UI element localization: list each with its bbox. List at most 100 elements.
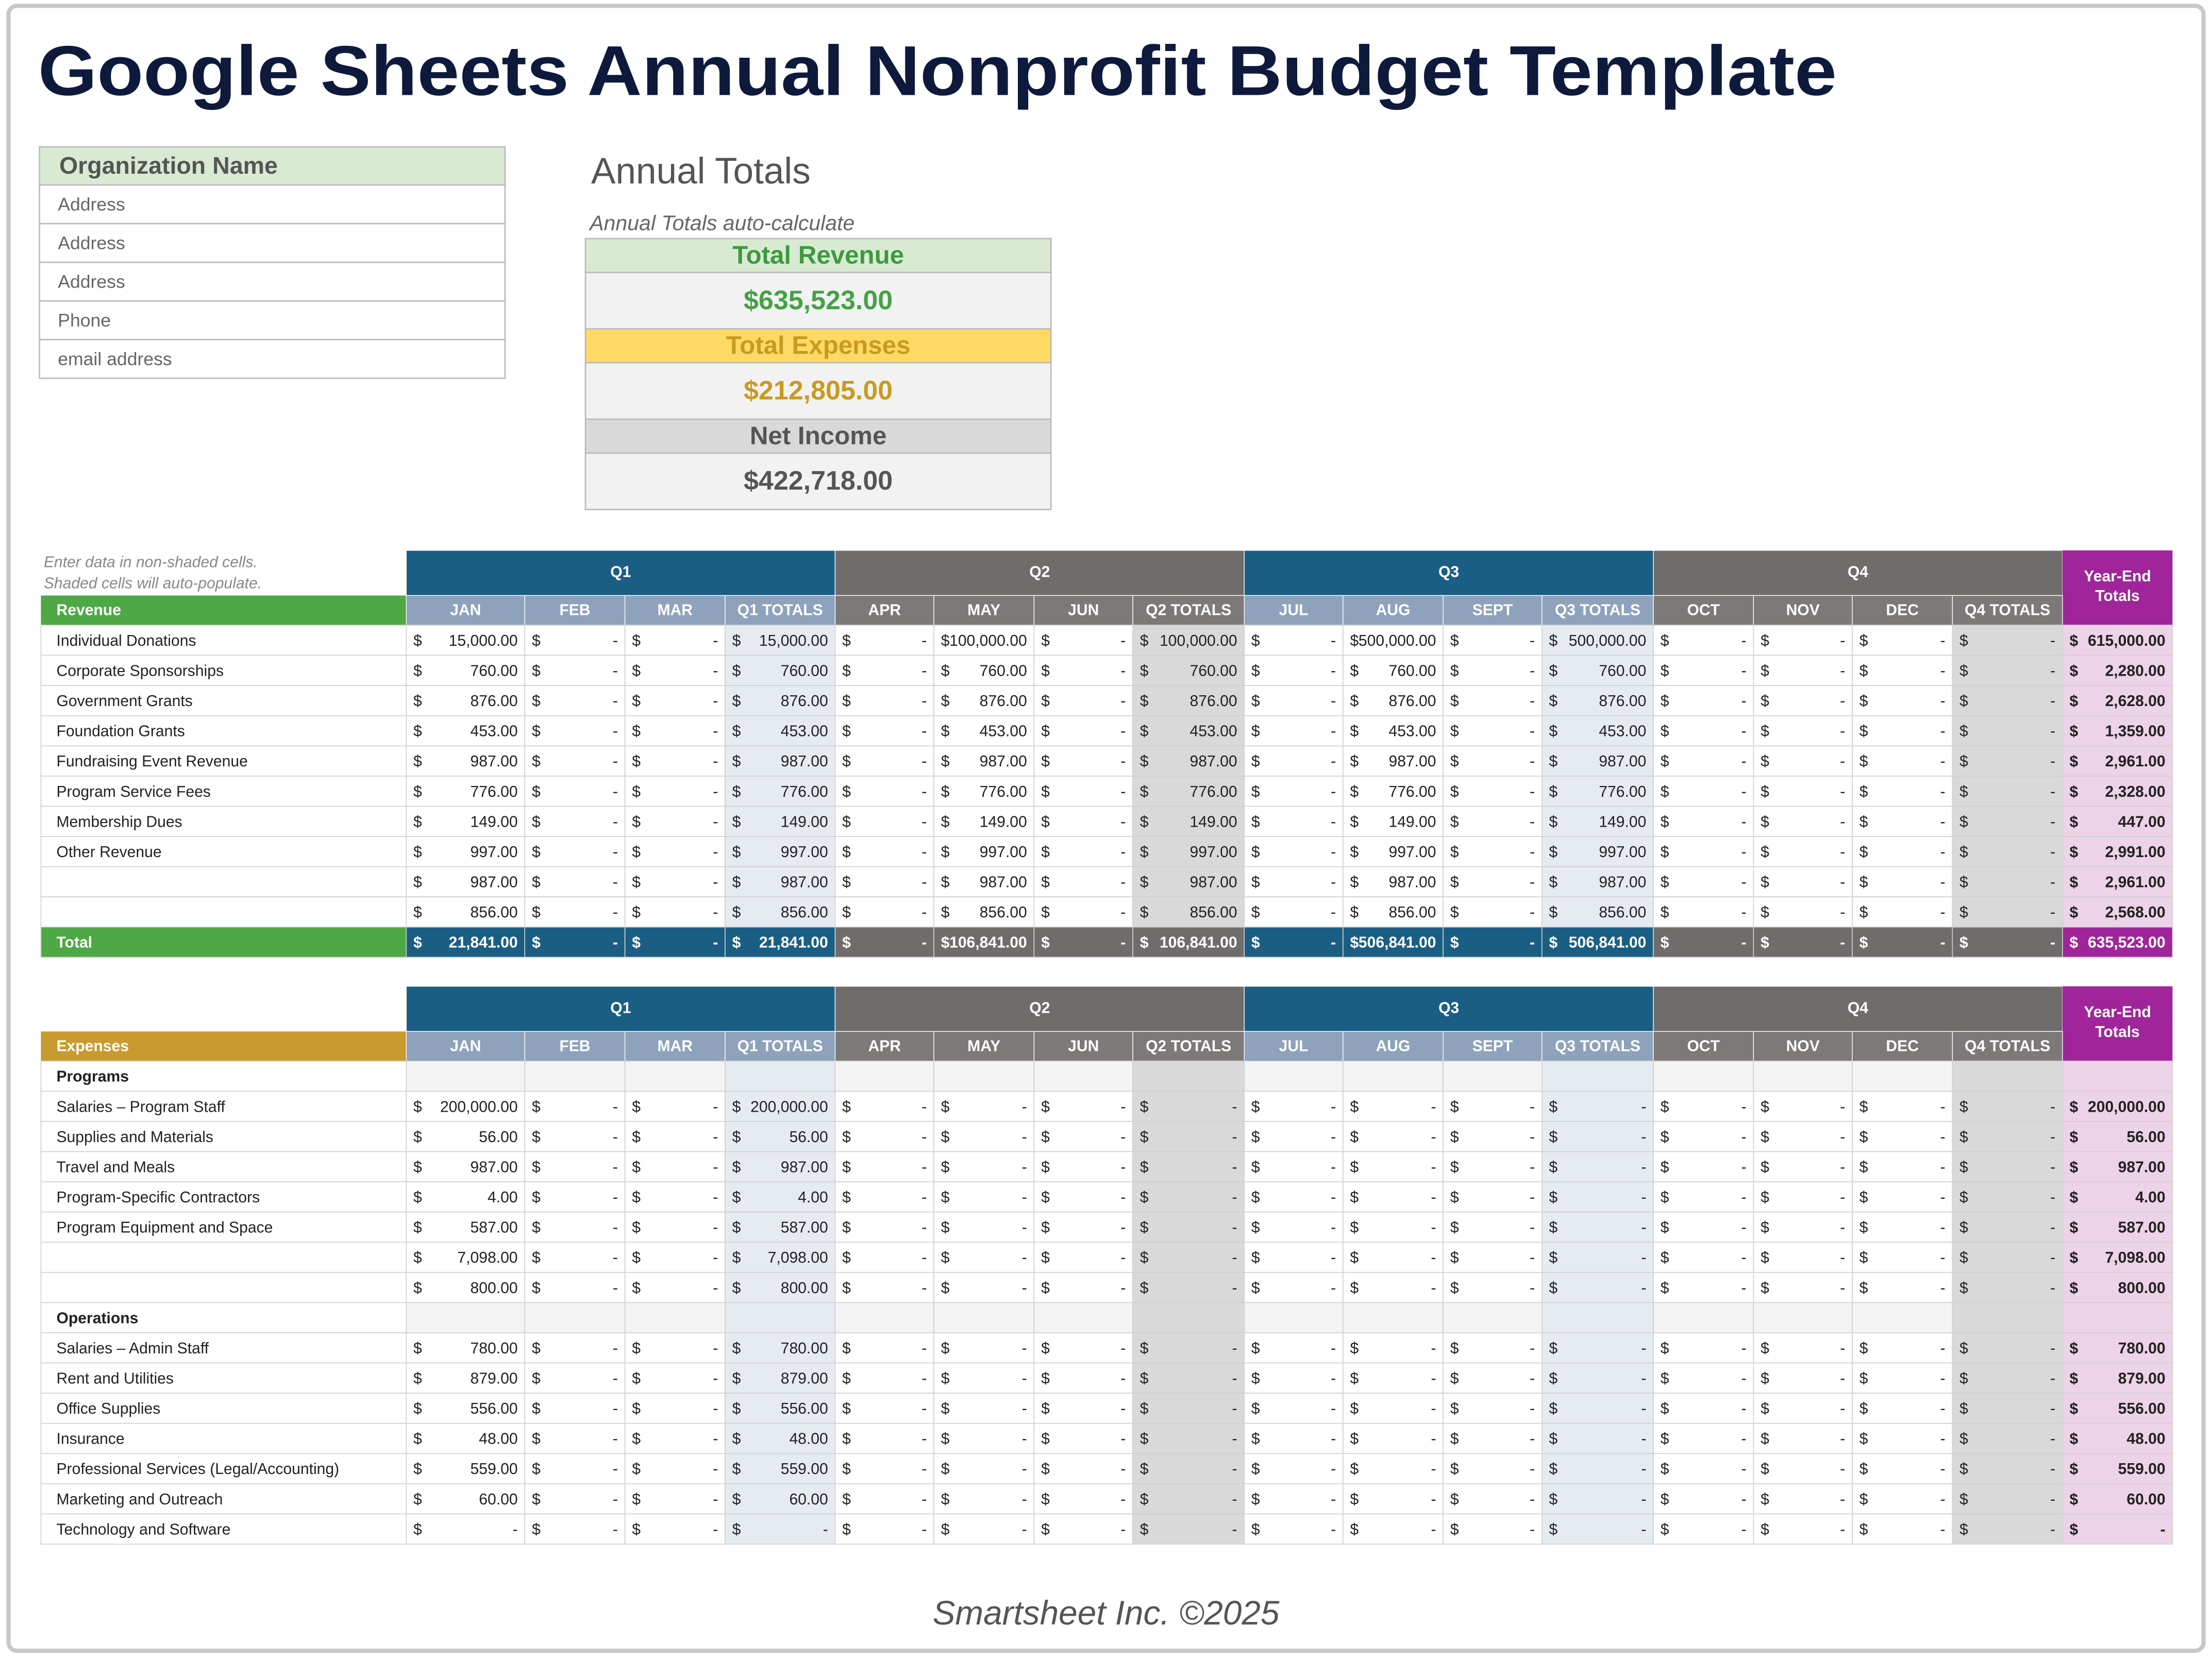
column-header — [1132, 595, 1245, 626]
currency-sign: $ — [1450, 1249, 1459, 1266]
cell-value: - — [1840, 1249, 1845, 1266]
currency-sign: $ — [1959, 1431, 1968, 1448]
row-label: Membership Dues — [56, 813, 182, 830]
cell-value: - — [1431, 1400, 1436, 1417]
currency-sign: $ — [1041, 1521, 1050, 1538]
cell-value: - — [1940, 1159, 1946, 1176]
cell-value: - — [713, 1280, 718, 1297]
cell — [624, 866, 726, 897]
currency-sign: $ — [1140, 1461, 1149, 1478]
currency-sign: $ — [1549, 1098, 1557, 1115]
cell — [933, 1483, 1035, 1515]
cell-value: - — [2050, 1491, 2055, 1508]
cell-value: 780.00 — [2118, 1340, 2166, 1357]
cell — [1753, 866, 1853, 897]
cell — [1753, 1302, 1853, 1333]
cell-value: - — [613, 1159, 618, 1176]
cell-value: - — [1331, 904, 1336, 921]
cell — [1443, 1151, 1543, 1182]
currency-sign: $ — [1761, 1521, 1769, 1538]
cell-value: 776.00 — [781, 783, 828, 800]
cell-value: 776.00 — [1388, 783, 1436, 800]
cell-value: - — [713, 1370, 718, 1387]
cell — [725, 1211, 836, 1243]
cell-value: - — [1741, 1370, 1747, 1387]
cell — [1443, 1060, 1543, 1092]
year-end-label: Totals — [2095, 1024, 2139, 1041]
cell — [1653, 655, 1754, 686]
currency-sign: $ — [1761, 1249, 1769, 1266]
cell-value: - — [713, 1431, 718, 1448]
cell-value: - — [1741, 1159, 1747, 1176]
cell — [624, 1181, 726, 1213]
cell-value: - — [2050, 753, 2055, 770]
cell — [1541, 745, 1654, 777]
currency-sign: $ — [1251, 1491, 1260, 1508]
currency-sign: $ — [632, 723, 641, 740]
cell — [834, 1302, 934, 1333]
cell — [624, 1271, 726, 1303]
cell-value: - — [1331, 934, 1336, 951]
currency-sign: $ — [1450, 874, 1459, 891]
row-label: Office Supplies — [56, 1400, 160, 1417]
cell-value: - — [1641, 1370, 1646, 1387]
cell — [1952, 1302, 2063, 1333]
currency-sign: $ — [1450, 904, 1459, 921]
currency-sign: $ — [1959, 1098, 1968, 1115]
cell — [1132, 1211, 1245, 1243]
currency-sign: $ — [1549, 1280, 1557, 1297]
currency-sign: $ — [941, 723, 950, 740]
currency-sign: $ — [1661, 1249, 1669, 1266]
cell-value: - — [1120, 813, 1126, 830]
cell — [1033, 896, 1133, 928]
cell — [834, 1422, 934, 1454]
cell — [524, 1453, 626, 1484]
cell — [1244, 1483, 1344, 1515]
currency-sign: $ — [1350, 632, 1359, 649]
currency-sign: $ — [1450, 663, 1459, 680]
cell-value: - — [1022, 1491, 1027, 1508]
cell — [834, 685, 934, 716]
currency-sign: $ — [2070, 1491, 2079, 1508]
currency-sign: $ — [1859, 693, 1868, 710]
cell-value: 106,841.00 — [949, 934, 1027, 951]
cell-value: - — [1940, 1280, 1946, 1297]
cell — [1852, 1362, 1953, 1394]
cell-value: - — [1331, 844, 1336, 861]
cell — [1852, 1242, 1953, 1273]
cell — [1653, 1483, 1754, 1515]
currency-sign: $ — [732, 663, 741, 680]
cell-value: 4.00 — [488, 1189, 518, 1206]
currency-sign: $ — [632, 1521, 641, 1538]
currency-sign: $ — [532, 1249, 541, 1266]
section-label-cell — [41, 595, 407, 625]
currency-sign: $ — [1959, 1370, 1968, 1387]
currency-sign: $ — [532, 1340, 541, 1357]
currency-sign: $ — [941, 1159, 950, 1176]
cell — [834, 806, 934, 837]
cell — [1132, 1302, 1245, 1333]
cell-value: - — [1022, 1129, 1027, 1146]
currency-sign: $ — [1350, 783, 1359, 800]
cell — [1541, 1422, 1654, 1454]
cell-value: 987.00 — [980, 874, 1027, 891]
cell-value: 876.00 — [1190, 693, 1237, 710]
currency-sign: $ — [532, 1491, 541, 1508]
cell — [834, 1483, 934, 1515]
cell-value: - — [1840, 1098, 1845, 1115]
cell-value: 856.00 — [980, 904, 1027, 921]
cell — [1852, 1302, 1953, 1333]
currency-sign: $ — [1549, 904, 1557, 921]
cell-value: 2,961.00 — [2105, 753, 2166, 770]
currency-sign: $ — [732, 1431, 741, 1448]
cell-value: 776.00 — [471, 783, 518, 800]
cell-value: - — [2050, 783, 2055, 800]
cell-value: - — [1840, 1400, 1845, 1417]
cell-value: 856.00 — [781, 904, 828, 921]
column-label: Q4 TOTALS — [1965, 1037, 2050, 1054]
cell-value: - — [921, 1521, 927, 1538]
currency-sign: $ — [1251, 904, 1260, 921]
currency-sign: $ — [1661, 753, 1669, 770]
cell — [1952, 926, 2063, 958]
currency-sign: $ — [1959, 934, 1968, 951]
